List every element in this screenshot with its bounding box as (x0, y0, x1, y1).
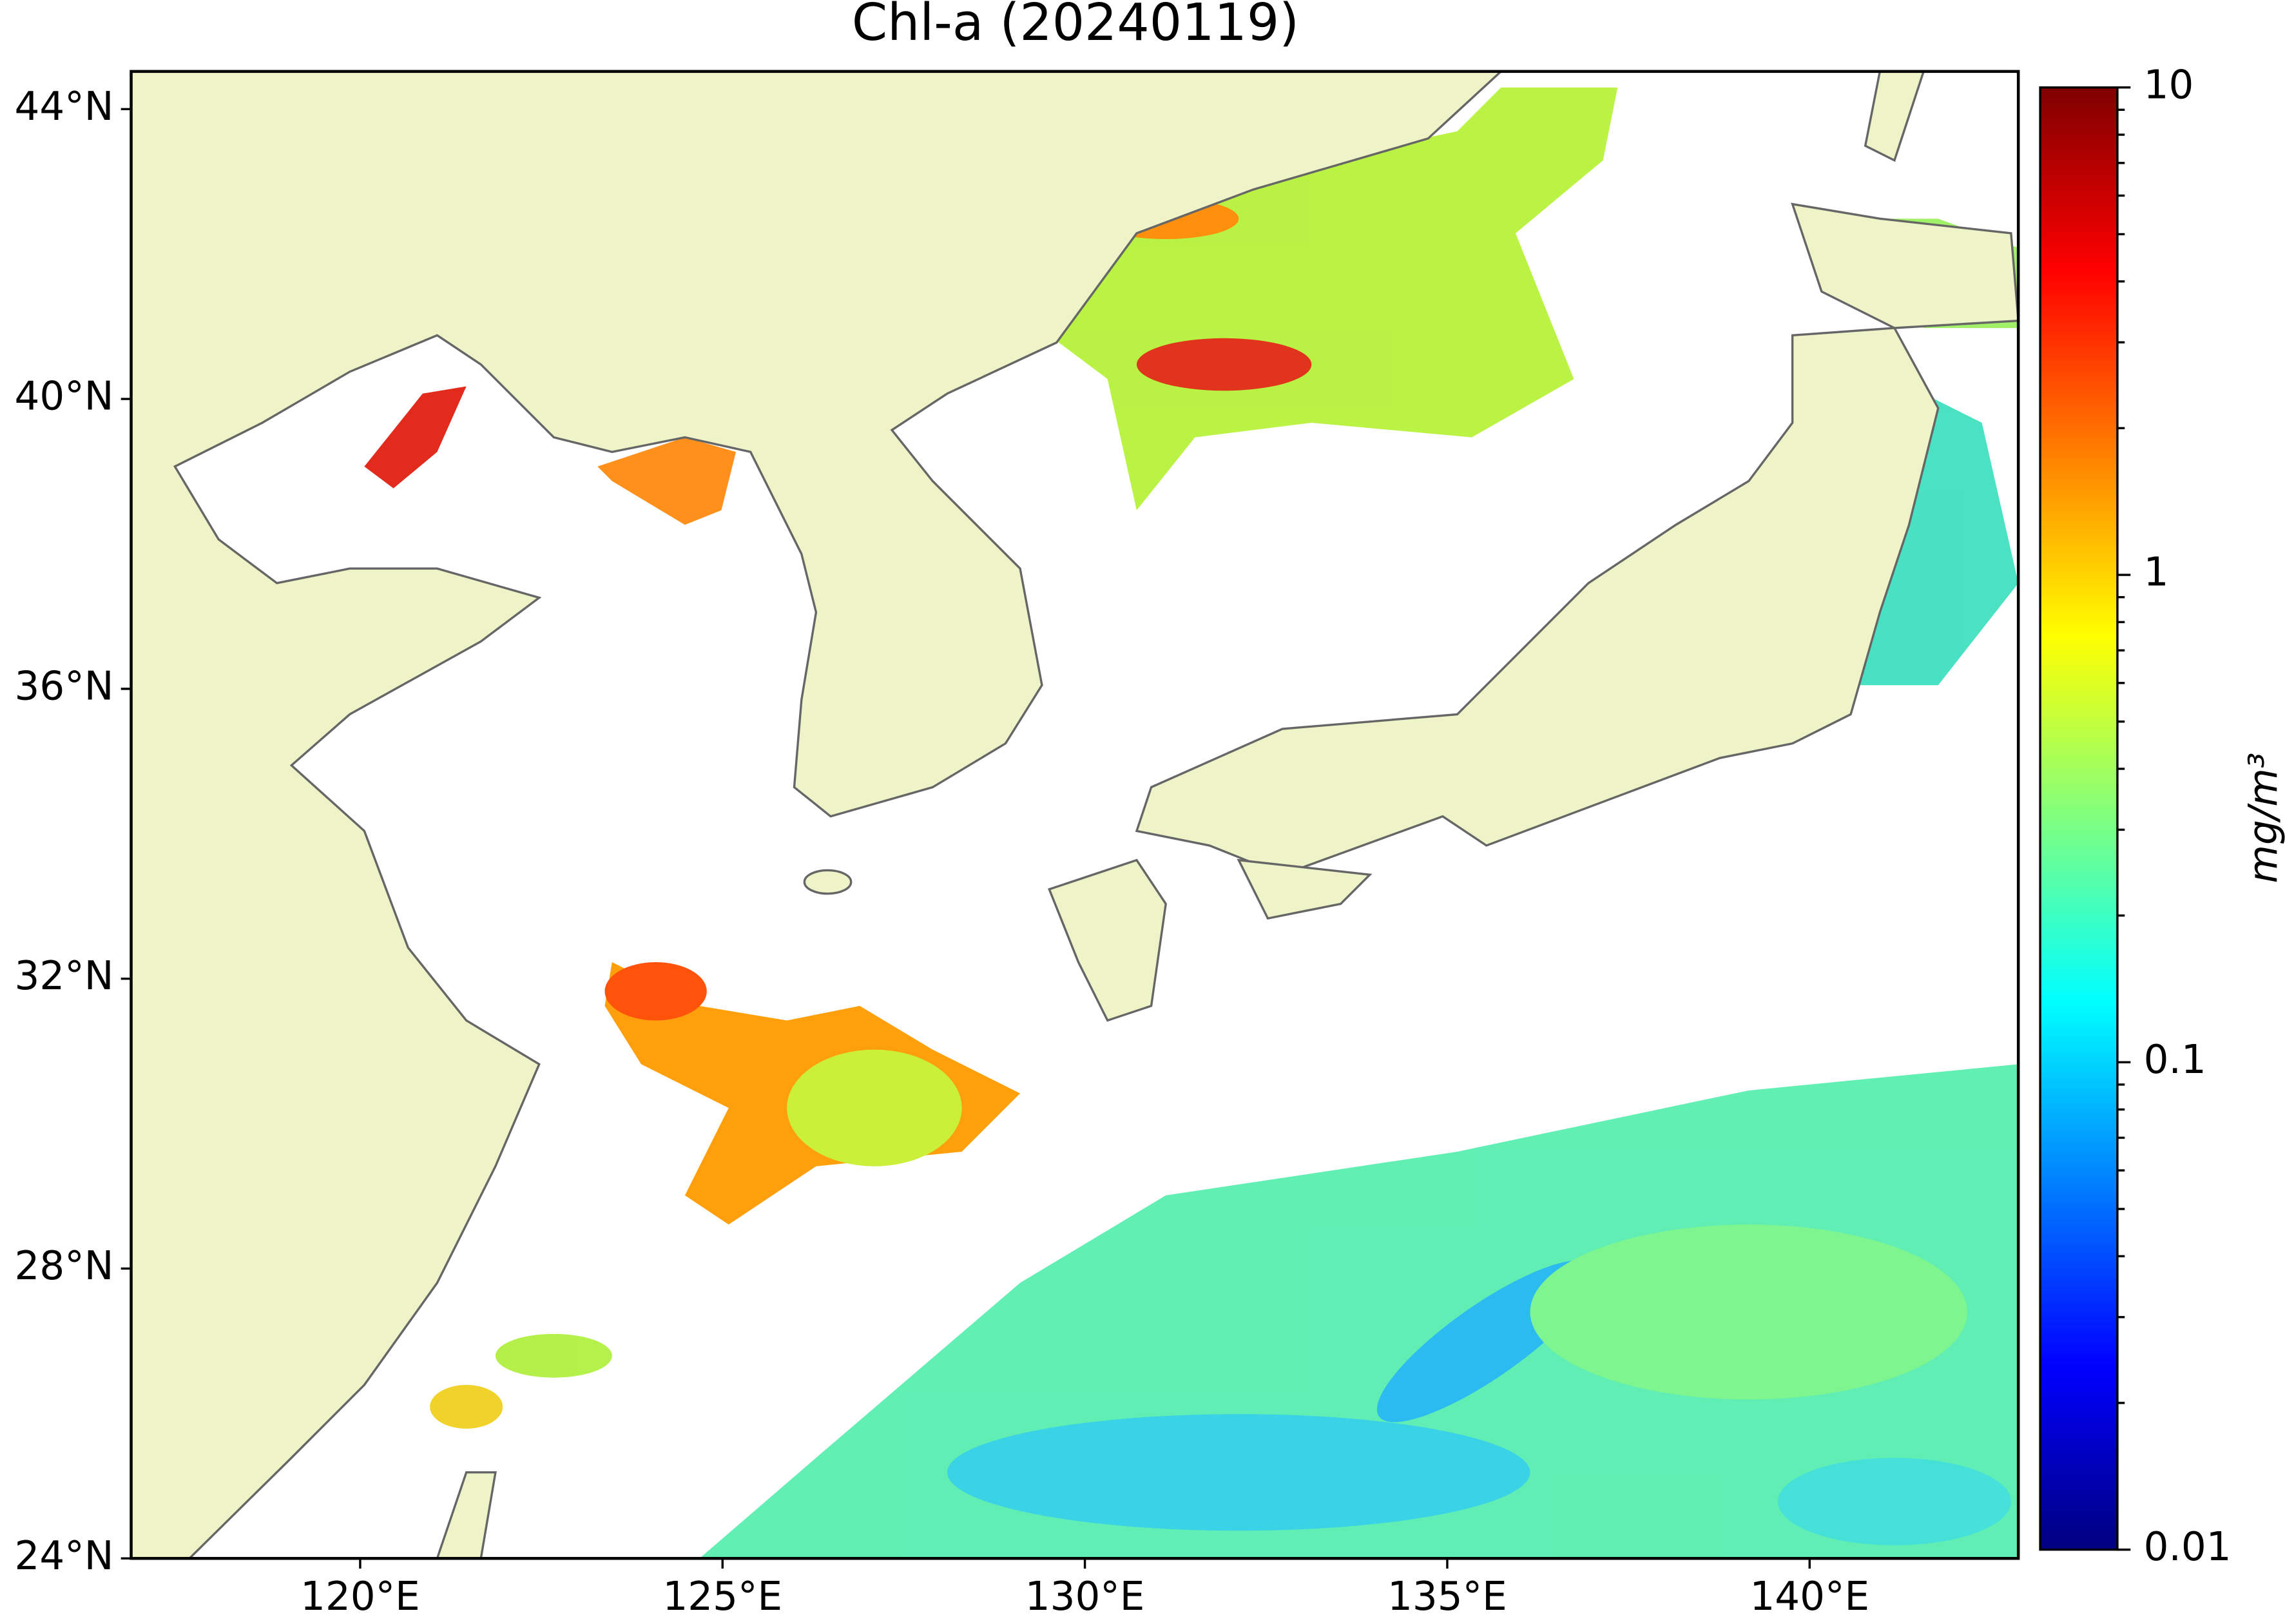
map (131, 71, 2019, 1559)
colorbar-tick-label: 0.01 (2144, 1524, 2232, 1570)
y-tick-label: 44°N (15, 84, 114, 130)
colorbar-tick-label: 10 (2144, 62, 2194, 108)
y-tick-label: 32°N (15, 953, 114, 999)
y-tick-label: 36°N (15, 663, 114, 709)
colorbar-tick-label: 1 (2144, 550, 2169, 595)
colorbar (2039, 86, 2119, 1551)
chlorophyll-field (364, 87, 2019, 1559)
x-tick-label: 125°E (662, 1574, 782, 1619)
land (131, 71, 2019, 1559)
colorbar-tick-label: 0.1 (2144, 1037, 2206, 1083)
y-tick-label: 40°N (15, 374, 114, 420)
x-tick-label: 130°E (1025, 1574, 1145, 1619)
y-tick-label: 24°N (15, 1533, 114, 1579)
chart-title: Chl-a (20240119) (852, 0, 1299, 52)
plot-frame (130, 70, 2020, 1560)
x-tick-label: 135°E (1387, 1574, 1507, 1619)
x-tick-label: 140°E (1750, 1574, 1869, 1619)
y-tick-label: 28°N (15, 1243, 114, 1289)
x-tick-label: 120°E (300, 1574, 420, 1619)
colorbar-label: mg/m³ (2241, 753, 2285, 884)
